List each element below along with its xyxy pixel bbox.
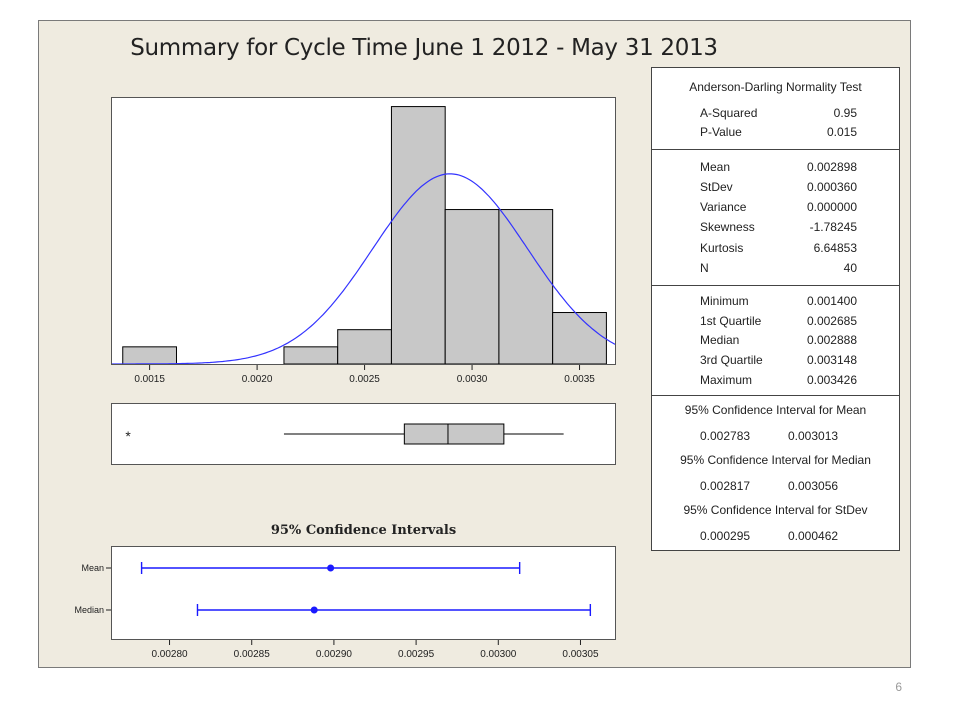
- ci-median-title: 95% Confidence Interval for Median: [680, 453, 871, 467]
- stat-row-median: Median 0.002888: [652, 332, 899, 348]
- stat-value: 40: [843, 261, 857, 275]
- ci-chart-title: 95% Confidence Intervals: [270, 523, 457, 538]
- histogram-panel: [111, 97, 616, 365]
- boxplot-box: [403, 423, 505, 445]
- ci-mean-title: 95% Confidence Interval for Mean: [684, 403, 867, 417]
- ci-point-median: [310, 606, 318, 614]
- stat-row-q3: 3rd Quartile 0.003148: [652, 352, 899, 368]
- stat-value: 0.002685: [806, 314, 857, 328]
- stat-row-minimum: Minimum 0.001400: [652, 293, 899, 309]
- stat-value: 0.002888: [806, 333, 857, 347]
- ci-x-axis: 0.00280 0.00285 0.00290 0.00295 0.00300 0.003…: [151, 640, 599, 660]
- histogram-bar-4: [337, 329, 392, 365]
- ci-high: 0.003056: [788, 479, 839, 493]
- stat-row-a-squared: A-Squared 0.95: [652, 105, 899, 121]
- stat-label: Maximum: [700, 373, 753, 387]
- histogram-bar-6: [444, 209, 500, 365]
- ci-low: 0.002783: [700, 429, 751, 443]
- stat-value: 0.003148: [806, 353, 857, 367]
- x-tick-label-4: 0.0035: [564, 374, 595, 385]
- histogram-bar-5: [390, 106, 446, 365]
- histogram-bar-8: [552, 312, 607, 365]
- stat-row-p-value: P-Value 0.015: [652, 124, 899, 140]
- histogram-bar-3: [283, 346, 339, 365]
- stat-row-stdev: StDev 0.000360: [652, 179, 899, 195]
- boxplot: *: [125, 423, 564, 445]
- ci-plot: [140, 562, 592, 616]
- ci-y-axis: Mean Median: [74, 563, 111, 615]
- ci-point-mean: [327, 564, 335, 572]
- stat-label: Skewness: [700, 220, 755, 234]
- stat-label: N: [700, 261, 709, 275]
- stat-row-kurtosis: Kurtosis 6.64853: [652, 240, 899, 256]
- ci-x-tick-label-2: 0.00290: [316, 649, 353, 660]
- ci-stdev-values: 0.000295 0.000462: [652, 528, 899, 544]
- stat-value: 0.000360: [806, 180, 857, 194]
- histogram-x-axis: 0.0015 0.0020 0.0025 0.0030 0.0035: [134, 365, 595, 385]
- stats-table: Anderson-Darling Normality Test A-Square…: [651, 67, 900, 551]
- ci-low: 0.002817: [700, 479, 751, 493]
- stat-row-maximum: Maximum 0.003426: [652, 372, 899, 388]
- ci-panel: [111, 546, 616, 640]
- ci-high: 0.000462: [788, 529, 839, 543]
- x-tick-label-2: 0.0025: [349, 374, 380, 385]
- stat-label: Kurtosis: [700, 241, 744, 255]
- stat-row-n: N 40: [652, 260, 899, 276]
- ci-x-tick-label-5: 0.00305: [562, 649, 599, 660]
- stat-value: 6.64853: [813, 241, 857, 255]
- descriptive-section: Mean 0.002898 StDev 0.000360 Variance 0.000…: [652, 149, 899, 285]
- stat-row-variance: Variance 0.000000: [652, 199, 899, 215]
- ad-section: Anderson-Darling Normality Test A-Square…: [652, 68, 899, 149]
- chart-frame: Summary for Cycle Time June 1 2012 - May…: [38, 20, 911, 668]
- stat-label: P-Value: [700, 125, 742, 139]
- stat-label: 1st Quartile: [700, 314, 762, 328]
- ci-stdev-title: 95% Confidence Interval for StDev: [683, 503, 868, 517]
- histogram-bar-7: [498, 209, 554, 365]
- ci-x-tick-label-4: 0.00300: [480, 649, 517, 660]
- page-number: 6: [895, 680, 902, 694]
- stat-label: Minimum: [700, 294, 749, 308]
- ci-x-tick-label-0: 0.00280: [151, 649, 188, 660]
- boxplot-panel: *: [111, 403, 616, 465]
- stat-label: A-Squared: [700, 106, 758, 120]
- stat-label: 3rd Quartile: [700, 353, 763, 367]
- ad-title: Anderson-Darling Normality Test: [689, 80, 862, 94]
- quartile-section: Minimum 0.001400 1st Quartile 0.002685 Med…: [652, 285, 899, 395]
- stat-label: Median: [700, 333, 740, 347]
- ci-median-values: 0.002817 0.003056: [652, 478, 899, 494]
- stat-value: 0.001400: [806, 294, 857, 308]
- x-tick-label-3: 0.0030: [457, 374, 488, 385]
- x-tick-label-1: 0.0020: [242, 374, 273, 385]
- stat-label: StDev: [700, 180, 733, 194]
- stat-label: Mean: [700, 160, 731, 174]
- ci-x-tick-label-1: 0.00285: [234, 649, 271, 660]
- stat-value: 0.95: [833, 106, 857, 120]
- stat-label: Variance: [700, 200, 747, 214]
- ci-high: 0.003013: [788, 429, 839, 443]
- stat-row-mean: Mean 0.002898: [652, 159, 899, 175]
- stat-row-q1: 1st Quartile 0.002685: [652, 313, 899, 329]
- ci-section: 95% Confidence Interval for Mean 0.00278…: [652, 395, 899, 550]
- stat-value: 0.000000: [806, 200, 857, 214]
- stat-row-skewness: Skewness -1.78245: [652, 219, 899, 235]
- ci-mean-values: 0.002783 0.003013: [652, 428, 899, 444]
- ci-low: 0.000295: [700, 529, 751, 543]
- stat-value: -1.78245: [809, 220, 857, 234]
- histogram-bar-0: [122, 346, 177, 365]
- ci-y-label-mean: Mean: [81, 563, 104, 573]
- stat-value: 0.002898: [806, 160, 857, 174]
- normal-fit-curve: [112, 173, 616, 365]
- stat-value: 0.003426: [806, 373, 857, 387]
- chart-title: Summary for Cycle Time June 1 2012 - May…: [130, 35, 718, 61]
- x-tick-label-0: 0.0015: [134, 374, 165, 385]
- stat-value: 0.015: [826, 125, 857, 139]
- ci-x-tick-label-3: 0.00295: [398, 649, 435, 660]
- histogram-plot: [112, 106, 616, 365]
- boxplot-outlier-0: *: [125, 428, 131, 444]
- ci-y-label-median: Median: [74, 605, 104, 615]
